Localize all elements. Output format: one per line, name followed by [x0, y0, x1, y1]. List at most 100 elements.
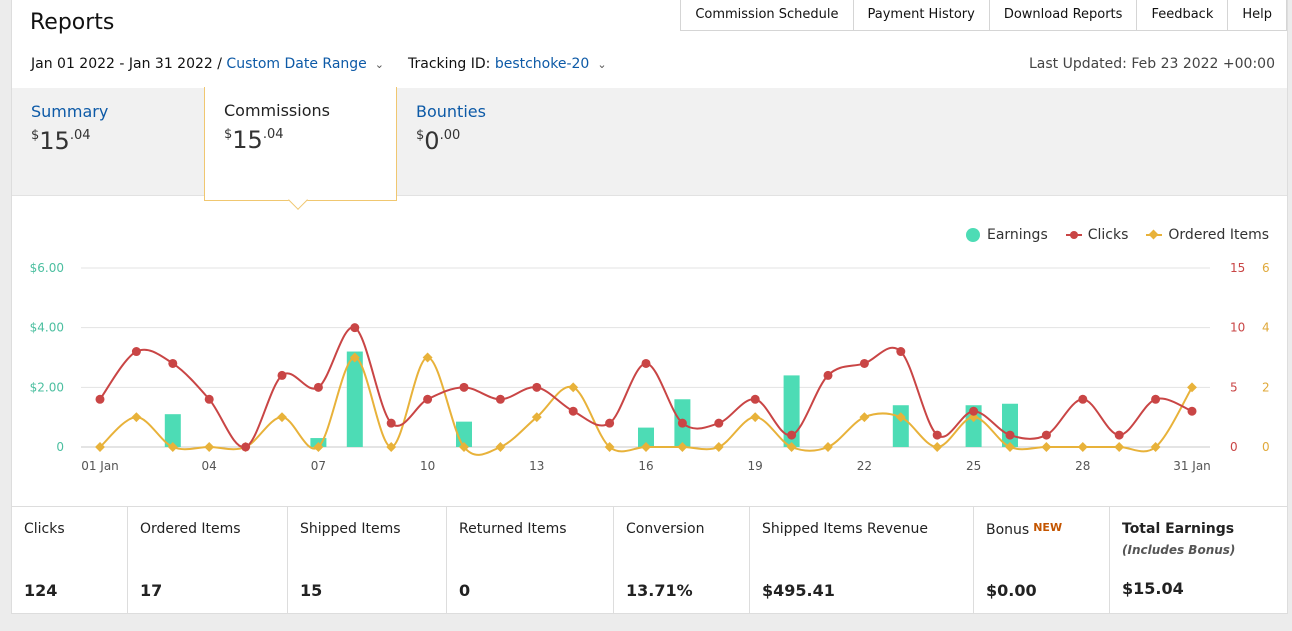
tab-commissions[interactable]: Commissions $15.04 [204, 87, 397, 201]
clicks-point [1114, 430, 1124, 440]
clicks-point [568, 406, 578, 416]
x-tick-label: 13 [529, 459, 544, 473]
page-title: Reports [30, 10, 115, 35]
stat-label: Conversion [626, 521, 705, 537]
clicks-point [1187, 406, 1197, 416]
earnings-dot-icon [965, 228, 980, 242]
earnings-chart: 0 $2.00 $4.00 $6.00 0 5 10 15 0 2 4 6 01 Jan 04 07 10 13… [30, 261, 1270, 473]
tab-commissions-label: Commissions [224, 101, 330, 120]
amount-whole: 0 [424, 127, 440, 155]
y-clicks-tick-label: 0 [1230, 440, 1238, 454]
earnings-bar [346, 351, 363, 447]
x-tick-label: 31 Jan [1173, 459, 1211, 473]
clicks-point [714, 418, 724, 428]
nav-commission-schedule[interactable]: Commission Schedule [695, 7, 839, 22]
ordered-items-point [932, 442, 943, 452]
clicks-point [423, 394, 433, 404]
ordered-items-point [677, 442, 688, 452]
stat-value: 0 [459, 581, 471, 600]
stat-label: Shipped Items [300, 521, 401, 537]
ordered-items-point [1077, 442, 1088, 452]
legend-earnings[interactable]: Earnings [965, 227, 1048, 243]
chevron-down-icon[interactable]: ⌄ [597, 57, 607, 71]
tab-summary[interactable]: Summary $15.04 [31, 88, 108, 155]
clicks-point [313, 382, 323, 392]
stat-conversion: Conversion 13.71% [614, 507, 750, 614]
stat-label: Shipped Items Revenue [762, 521, 928, 537]
clicks-point [969, 406, 979, 416]
clicks-point [95, 394, 105, 404]
stats-bar: Clicks 124 Ordered Items 17 Shipped Item… [12, 506, 1287, 614]
x-tick-label: 19 [748, 459, 763, 473]
tracking-id-dropdown[interactable]: bestchoke-20 [494, 56, 590, 72]
y-left-tick-label: $2.00 [30, 380, 64, 394]
clicks-point [932, 430, 942, 440]
clicks-point [204, 394, 214, 404]
ordered-items-point [167, 442, 178, 452]
clicks-point [823, 370, 833, 380]
nav-download-reports[interactable]: Download Reports [988, 0, 1137, 30]
y-clicks-tick-label: 15 [1230, 261, 1245, 275]
ordered-items-point [1005, 442, 1015, 452]
stat-bonus: Bonus NEW $0.00 [974, 507, 1110, 614]
clicks-point [168, 358, 178, 368]
stat-total-earnings: Total Earnings (Includes Bonus) $15.04 [1110, 507, 1287, 614]
date-range-text: Jan 01 2022 - Jan 31 2022 / [31, 56, 222, 72]
legend-ordered-items-label: Ordered Items [1168, 227, 1269, 243]
date-range-dropdown[interactable]: Custom Date Range [226, 56, 367, 72]
ordered-items-point [277, 412, 287, 423]
tab-summary-label: Summary [31, 102, 109, 121]
stat-value: 15 [300, 581, 323, 600]
clicks-point [641, 358, 651, 368]
tab-bounties-label: Bounties [416, 102, 486, 121]
y-left-tick-label: 0 [56, 440, 64, 454]
chevron-down-icon[interactable]: ⌄ [374, 57, 385, 71]
ordered-items-point [568, 382, 579, 393]
nav-feedback[interactable]: Feedback [1136, 0, 1227, 30]
currency-symbol: $ [224, 127, 233, 142]
y-clicks-tick-label: 10 [1230, 321, 1245, 335]
clicks-point [131, 347, 141, 357]
legend-clicks[interactable]: Clicks [1065, 227, 1128, 243]
clicks-point [787, 430, 797, 440]
legend-ordered-items[interactable]: Ordered Items [1146, 227, 1269, 243]
clicks-point [1041, 430, 1051, 440]
stat-clicks: Clicks 124 [12, 507, 128, 614]
clicks-point [1078, 394, 1088, 404]
clicks-point [495, 394, 505, 404]
x-tick-label: 25 [966, 459, 981, 473]
tab-commissions-amount: $15.04 [224, 126, 396, 154]
ordered-items-point [531, 412, 542, 423]
nav-payment-history[interactable]: Payment History [852, 0, 989, 30]
ordered-items-point [713, 442, 724, 452]
reports-card: Reports Commission Schedule Payment Hist… [11, 0, 1288, 614]
clicks-point [386, 418, 396, 428]
y-ordered-tick-label: 4 [1262, 321, 1270, 335]
x-tick-label: 07 [311, 459, 326, 473]
clicks-point [605, 418, 615, 428]
tab-bounties[interactable]: Bounties $0.00 [416, 88, 486, 155]
top-nav: Commission Schedule Payment History Down… [680, 0, 1287, 31]
earnings-bar [164, 414, 181, 447]
ordered-items-point [641, 442, 651, 452]
x-tick-label: 01 Jan [81, 459, 119, 473]
nav-help[interactable]: Help [1227, 0, 1286, 30]
x-tick-label: 28 [1075, 459, 1090, 473]
legend-earnings-label: Earnings [986, 227, 1048, 243]
stat-label: Clicks [24, 521, 65, 537]
clicks-point [750, 394, 760, 404]
clicks-point [896, 347, 906, 357]
y-left-tick-label: $6.00 [30, 261, 64, 275]
stat-value: $15.04 [1122, 579, 1184, 598]
bonus-label: Bonus [986, 522, 1030, 538]
clicks-point [1151, 394, 1161, 404]
currency-symbol: $ [416, 128, 425, 143]
x-tick-label: 22 [857, 459, 872, 473]
earnings-bar [783, 375, 800, 447]
tab-summary-amount: $15.04 [31, 127, 108, 155]
ordered-items-point [786, 442, 797, 452]
stat-shipped-revenue: Shipped Items Revenue $495.41 [750, 507, 974, 614]
amount-whole: 15 [39, 127, 70, 155]
amount-cents: .04 [69, 128, 91, 143]
clicks-point [241, 442, 251, 452]
